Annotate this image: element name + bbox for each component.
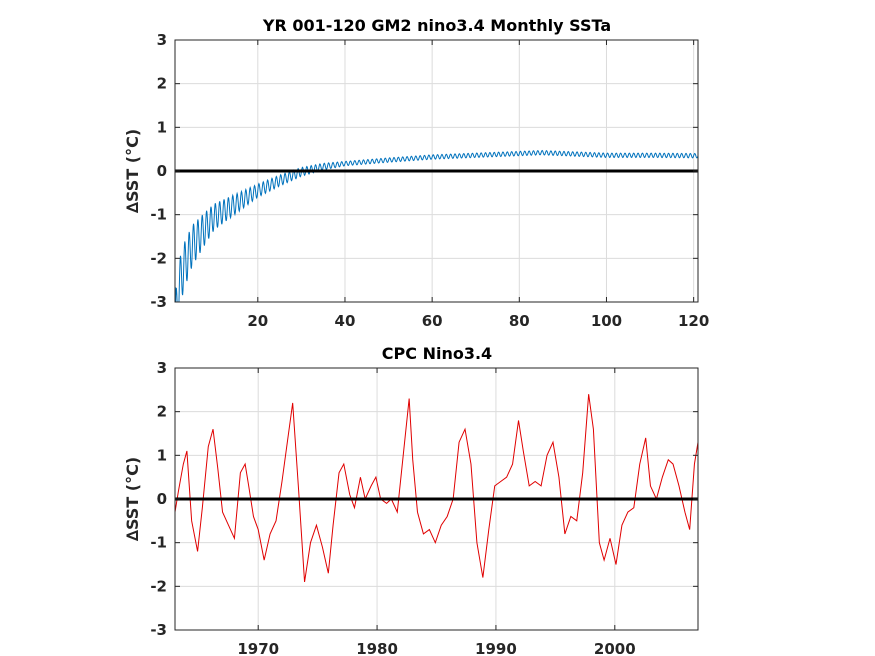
- x-axis: 1970 1980 1990 2000: [237, 368, 636, 656]
- chart-title: YR 001-120 GM2 nino3.4 Monthly SSTa: [262, 16, 611, 35]
- y-tick-label: -2: [150, 249, 167, 267]
- y-tick-label: 0: [157, 162, 167, 180]
- x-tick-label: 80: [509, 312, 530, 330]
- y-tick-label: 2: [157, 75, 167, 93]
- x-tick-label: 20: [247, 312, 268, 330]
- x-axis: 20 40 60 80 100 120: [247, 40, 709, 330]
- axes-box: [174, 39, 699, 303]
- axes-box: [174, 367, 699, 631]
- y-axis: -3 -2 -1 0 1 2 3: [150, 31, 698, 311]
- series-line: [175, 394, 698, 583]
- y-tick-label: 0: [157, 490, 167, 508]
- y-tick-label: -3: [150, 621, 167, 639]
- y-tick-label: -3: [150, 293, 167, 311]
- y-tick-label: -2: [150, 577, 167, 595]
- chart-top: YR 001-120 GM2 nino3.4 Monthly SSTa 20 40…: [123, 16, 709, 330]
- x-tick-label: 100: [591, 312, 622, 330]
- y-tick-label: 1: [157, 446, 167, 464]
- x-tick-label: 2000: [594, 640, 636, 656]
- y-tick-label: 3: [157, 31, 167, 49]
- chart-bottom: CPC Nino3.4 1970 1980 1990 2000 -3-2-10123 …: [123, 344, 699, 656]
- x-tick-label: 1990: [475, 640, 517, 656]
- plot-area: [175, 149, 698, 302]
- x-tick-label: 40: [335, 312, 356, 330]
- y-axis-label: ∆SST (°C): [123, 129, 142, 213]
- x-tick-label: 1980: [356, 640, 398, 656]
- chart-title: CPC Nino3.4: [382, 344, 492, 363]
- y-tick-label: 1: [157, 118, 167, 136]
- y-tick-label: 2: [157, 403, 167, 421]
- y-tick-label: 3: [157, 359, 167, 377]
- series-line: [175, 149, 698, 302]
- x-tick-label: 120: [678, 312, 709, 330]
- plot-area: [175, 394, 698, 583]
- y-tick-label: -1: [150, 534, 167, 552]
- x-tick-label: 60: [422, 312, 443, 330]
- x-tick-label: 1970: [237, 640, 279, 656]
- y-tick-label: -1: [150, 206, 167, 224]
- y-axis-label: ∆SST (°C): [123, 457, 142, 541]
